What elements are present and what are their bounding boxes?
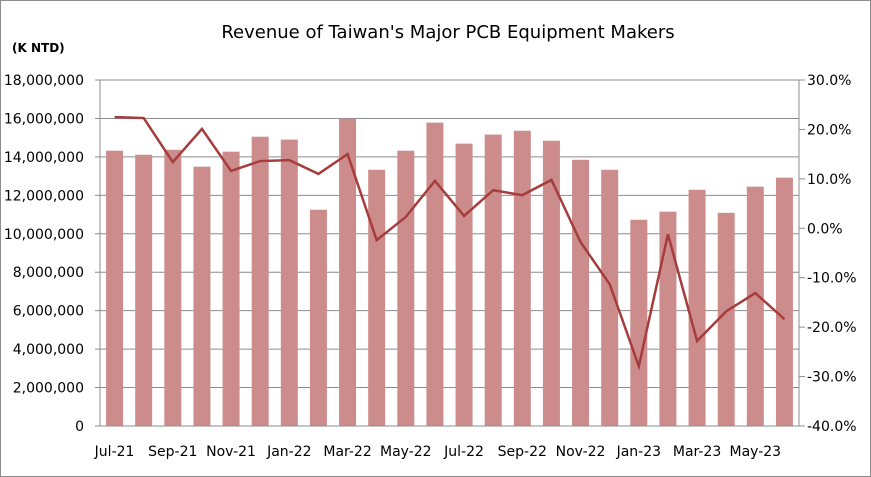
y-left-tick-label: 4,000,000 — [13, 342, 84, 358]
bar-Sep-22 — [513, 130, 531, 426]
y-left-tick-label: 12,000,000 — [4, 188, 84, 204]
y-left-tick-label: 18,000,000 — [4, 73, 84, 89]
bar-Feb-23 — [659, 211, 677, 426]
y-left-tick-label: 8,000,000 — [13, 265, 84, 281]
y-right-tick-label: -10.0% — [807, 271, 857, 287]
bar-Oct-22 — [542, 140, 560, 426]
bar-Jun-22 — [426, 122, 444, 426]
bar-Jul-22 — [455, 143, 473, 426]
y-left-tick-label: 10,000,000 — [4, 227, 84, 243]
y-right-tick-label: 0.0% — [807, 221, 843, 237]
bar-May-22 — [397, 150, 415, 426]
bar-Aug-22 — [484, 134, 502, 426]
y-right-tick-label: 30.0% — [807, 73, 851, 89]
y-right-tick-label: -30.0% — [807, 370, 857, 386]
bar-Jun-23 — [775, 177, 793, 426]
bar-Apr-23 — [717, 212, 735, 426]
bar-Apr-22 — [368, 169, 386, 427]
x-tick-label: Mar-22 — [323, 444, 371, 460]
y-axis-unit-label: (K NTD) — [12, 41, 65, 55]
growth-line — [114, 115, 786, 371]
x-tick-label: Sep-22 — [498, 444, 547, 460]
bar-Jan-22 — [280, 139, 298, 427]
y-right-tick-label: 20.0% — [807, 122, 851, 138]
y-left-tick-label: 6,000,000 — [13, 304, 84, 320]
bar-Mar-22 — [339, 118, 357, 427]
bar-Oct-21 — [193, 166, 211, 427]
bar-Aug-21 — [135, 154, 153, 426]
x-tick-label: Jan-22 — [266, 444, 311, 460]
bar-Jan-23 — [630, 219, 648, 426]
y-left-tick-label: 0 — [75, 419, 84, 435]
bar-Dec-21 — [251, 136, 269, 426]
y-right-tick-label: 10.0% — [807, 172, 851, 188]
x-tick-label: Mar-23 — [673, 444, 721, 460]
y-right-tick-label: -20.0% — [807, 320, 857, 336]
x-tick-label: May-22 — [380, 444, 432, 460]
y-right-tick-label: -40.0% — [807, 419, 857, 435]
x-tick-label: May-23 — [730, 444, 782, 460]
bar-Feb-22 — [309, 209, 327, 426]
x-tick-label: Jul-21 — [94, 444, 135, 460]
y-left-tick-label: 14,000,000 — [4, 150, 84, 166]
x-tick-label: Jan-23 — [616, 444, 661, 460]
bar-Dec-22 — [601, 169, 619, 427]
bar-Nov-22 — [572, 159, 590, 426]
bar-Jul-21 — [106, 150, 124, 426]
bar-May-23 — [746, 186, 764, 426]
chart-title: Revenue of Taiwan's Major PCB Equipment … — [221, 22, 674, 43]
x-tick-label: Sep-21 — [148, 444, 197, 460]
x-tick-label: Nov-22 — [556, 444, 606, 460]
y-left-tick-label: 2,000,000 — [13, 381, 84, 397]
x-tick-label: Jul-22 — [443, 444, 484, 460]
bar-Mar-23 — [688, 189, 706, 426]
bar-Nov-21 — [222, 151, 240, 426]
bar-Sep-21 — [164, 149, 182, 426]
x-tick-label: Nov-21 — [206, 444, 256, 460]
y-left-tick-label: 16,000,000 — [4, 111, 84, 127]
